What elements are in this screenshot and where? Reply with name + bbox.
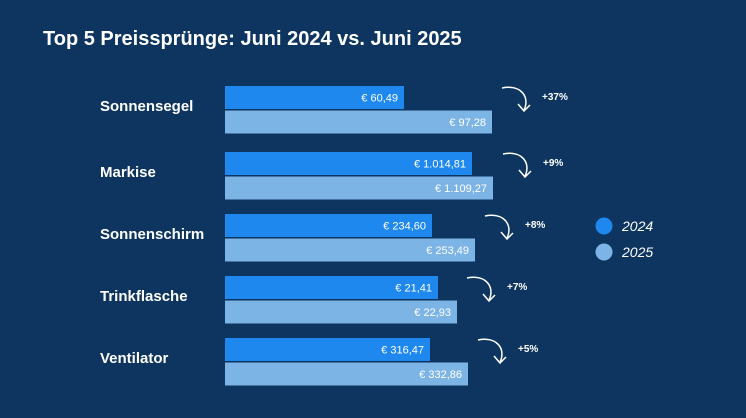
change-arrowhead — [482, 293, 496, 303]
category-group-sonnenschirm: Sonnenschirm € 234,60€ 253,49 +8% — [100, 214, 545, 262]
value-label-2024: € 234,60 — [383, 221, 426, 233]
category-group-ventilator: Ventilator € 316,47 € 332,86 +5% — [100, 338, 538, 386]
bar-2024 — [225, 86, 404, 109]
value-label-2024: € 21,41 — [395, 283, 432, 295]
bar-2024 — [225, 338, 430, 361]
change-label: +5% — [518, 344, 538, 355]
change-arrow — [484, 214, 510, 239]
value-label-2025: € 253,49 — [426, 245, 469, 257]
change-arrowhead — [500, 231, 514, 241]
change-arrow — [502, 152, 528, 177]
legend: 2024 2025 — [595, 217, 653, 261]
change-label: +37% — [542, 92, 568, 103]
change-arrowhead — [517, 103, 531, 113]
value-label-2025: € 332,86 — [419, 369, 462, 381]
change-arrow — [477, 338, 503, 363]
value-label-2024: € 316,47 — [381, 345, 424, 357]
bar-2025 — [225, 176, 493, 200]
bar-2024 — [225, 152, 472, 175]
category-group-sonnensegel: Sonnensegel € 60,49 € 97,28 +37% — [100, 86, 568, 134]
value-label-2025: € 97,28 — [449, 117, 486, 129]
bar-2025 — [225, 238, 475, 262]
bar-2025 — [225, 300, 457, 324]
change-arrowhead — [518, 169, 532, 179]
chart-title: Top 5 Preissprünge: Juni 2024 vs. Juni 2… — [43, 28, 462, 50]
bar-2024 — [225, 214, 432, 237]
change-label: +7% — [507, 282, 527, 293]
category-label: Ventilator — [100, 350, 169, 367]
bar-2025 — [225, 362, 468, 386]
category-label: Sonnenschirm — [100, 226, 204, 243]
bar-2024 — [225, 276, 438, 299]
value-label-2024: € 1.014,81 — [414, 159, 466, 171]
category-label: Markise — [100, 164, 156, 181]
change-arrow — [466, 276, 492, 301]
value-label-2025: € 1.109,27 — [435, 183, 487, 195]
category-label: Sonnensegel — [100, 98, 193, 115]
bar-2025 — [225, 110, 492, 134]
category-label: Trinkflasche — [100, 288, 188, 305]
legend-label-2024: 2024 — [621, 218, 653, 234]
category-group-trinkflasche: Trinkflasche € 21,41 € 22,93 +7% — [100, 276, 527, 324]
value-label-2024: € 60,49 — [361, 93, 398, 105]
legend-swatch-2025 — [595, 243, 613, 261]
change-arrowhead — [493, 355, 507, 365]
legend-label-2025: 2025 — [621, 244, 653, 260]
legend-swatch-2024 — [595, 217, 613, 235]
value-label-2025: € 22,93 — [414, 307, 451, 319]
category-group-markise: Markise € 1.014,81 € 1.109,27 +9% — [100, 152, 563, 200]
change-arrow — [501, 86, 527, 111]
change-label: +9% — [543, 158, 563, 169]
change-label: +8% — [525, 220, 545, 231]
